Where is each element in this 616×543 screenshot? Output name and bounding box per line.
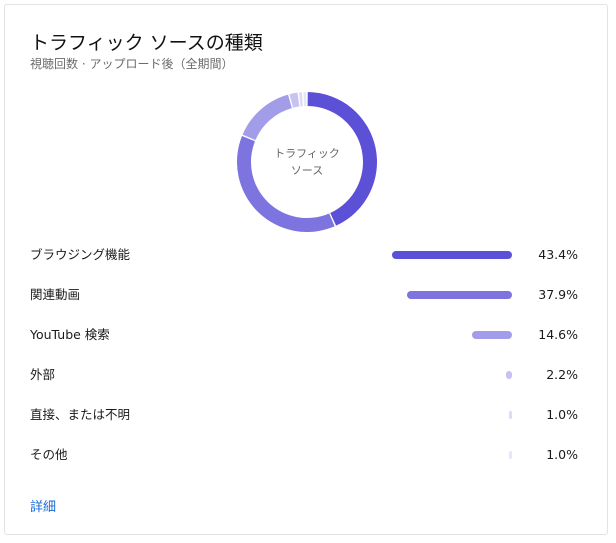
donut-center-label-wrap: トラフィック ソース	[237, 92, 377, 232]
traffic-source-bar	[407, 291, 512, 299]
traffic-source-percent: 2.2%	[546, 367, 578, 382]
donut-center-label: トラフィック ソース	[274, 147, 340, 177]
traffic-source-row: ブラウジング機能 43.4%	[5, 245, 609, 265]
traffic-source-label: 外部	[30, 367, 56, 382]
donut-slice-4[interactable]	[298, 92, 303, 107]
traffic-source-label: その他	[30, 447, 68, 462]
traffic-source-bar	[505, 371, 512, 379]
traffic-source-label: YouTube 検索	[30, 327, 110, 342]
traffic-source-card: トラフィック ソースの種類 視聴回数 · アップロード後（全期間） トラフィック…	[4, 4, 608, 535]
traffic-source-percent: 43.4%	[538, 247, 578, 262]
donut-slice-1[interactable]	[237, 136, 335, 232]
traffic-source-row: 外部 2.2%	[5, 365, 609, 385]
traffic-source-percent: 14.6%	[538, 327, 578, 342]
traffic-source-row: 直接、または不明 1.0%	[5, 405, 609, 425]
traffic-source-row: YouTube 検索 14.6%	[5, 325, 609, 345]
traffic-source-label: 直接、または不明	[30, 407, 131, 422]
traffic-source-label: ブラウジング機能	[30, 247, 131, 262]
donut-slice-3[interactable]	[289, 92, 300, 108]
donut-slice-5[interactable]	[303, 92, 307, 107]
card-title: トラフィック ソースの種類	[30, 32, 263, 54]
traffic-source-percent: 1.0%	[546, 407, 578, 422]
traffic-source-label: 関連動画	[30, 287, 81, 302]
traffic-source-bar	[509, 451, 512, 459]
more-details-link[interactable]: 詳細	[30, 500, 57, 515]
traffic-source-percent: 37.9%	[538, 287, 578, 302]
donut-slice-0[interactable]	[307, 92, 377, 226]
traffic-source-percent: 1.0%	[546, 447, 578, 462]
traffic-donut-chart	[237, 92, 377, 232]
traffic-source-bar	[471, 331, 512, 339]
traffic-source-bar	[392, 251, 512, 259]
traffic-source-bar	[509, 411, 512, 419]
traffic-source-row: その他 1.0%	[5, 445, 609, 465]
donut-slice-2[interactable]	[242, 94, 292, 141]
card-subtitle: 視聴回数 · アップロード後（全期間）	[30, 57, 234, 71]
traffic-source-row: 関連動画 37.9%	[5, 285, 609, 305]
